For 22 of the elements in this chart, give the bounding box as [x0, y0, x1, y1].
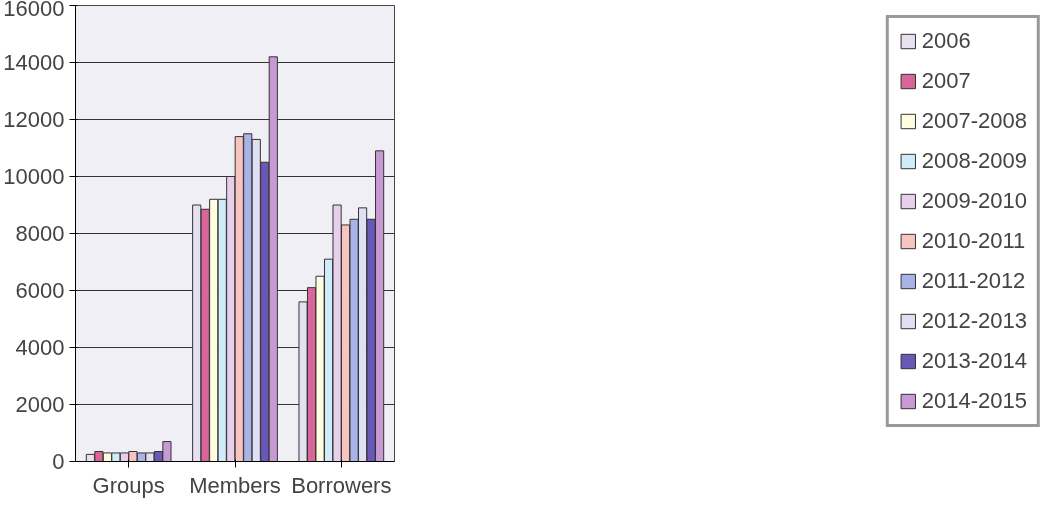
legend-label: 2012-2013 — [921, 308, 1027, 334]
legend-label: 2007-2008 — [921, 108, 1027, 134]
y-tick-label: 6000 — [15, 278, 65, 303]
x-tick-label: Borrowers — [291, 472, 392, 498]
legend-label: 2007 — [921, 68, 971, 94]
y-tick-label: 14000 — [3, 50, 65, 75]
legend-label: 2014-2015 — [921, 388, 1027, 414]
y-tick-label: 2000 — [15, 392, 65, 417]
x-tick-label: Members — [189, 472, 281, 498]
legend-label: 2013-2014 — [921, 348, 1027, 374]
y-tick-label: 10000 — [3, 164, 65, 189]
y-tick-label: 12000 — [3, 107, 65, 132]
legend-label: 2008-2009 — [921, 148, 1027, 174]
legend-label: 2009-2010 — [921, 188, 1027, 214]
y-tick-label: 8000 — [15, 221, 65, 246]
x-tick-label: Groups — [92, 472, 165, 498]
legend-label: 2011-2012 — [921, 268, 1026, 294]
y-tick-label: 16000 — [3, 0, 65, 21]
legend-label: 2010-2011 — [921, 228, 1026, 254]
y-tick-label: 0 — [52, 449, 65, 474]
legend-label: 2006 — [921, 28, 971, 54]
y-tick-label: 4000 — [15, 335, 65, 360]
